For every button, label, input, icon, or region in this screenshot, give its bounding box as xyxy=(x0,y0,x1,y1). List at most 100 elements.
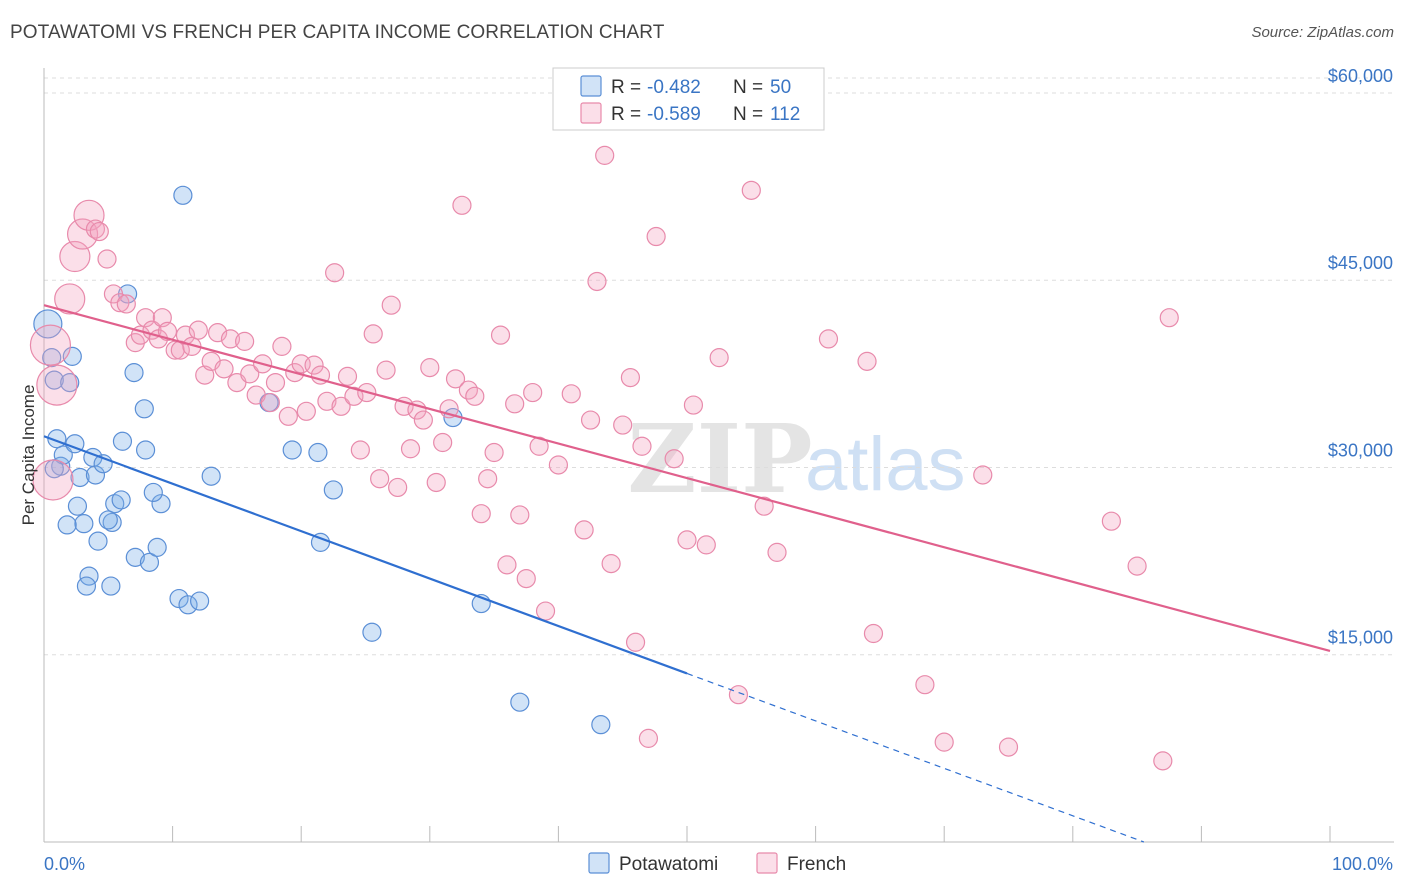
stats-legend-n-label: N = xyxy=(733,77,763,98)
chart-source: Source: ZipAtlas.com xyxy=(1251,24,1394,41)
point-french xyxy=(535,601,556,621)
point-french xyxy=(240,364,260,384)
point-french xyxy=(587,271,607,292)
point-french xyxy=(363,324,383,344)
point-french xyxy=(388,477,408,498)
point-potawatomi xyxy=(510,692,530,712)
watermark-atlas: atlas xyxy=(805,422,966,507)
point-french xyxy=(272,336,292,356)
point-french xyxy=(709,348,729,368)
point-french xyxy=(767,542,787,562)
point-french xyxy=(505,394,525,414)
point-potawatomi xyxy=(33,309,63,339)
trend-line-extension-potawatomi xyxy=(686,672,1145,843)
y-tick-label: $60,000 xyxy=(1328,66,1393,86)
point-french xyxy=(1153,751,1173,771)
stats-legend: R = -0.482 N = 50 R = -0.589 N = 112 xyxy=(552,67,825,131)
chart-title: POTAWATOMI VS FRENCH PER CAPITA INCOME C… xyxy=(10,22,665,43)
point-french xyxy=(214,359,234,379)
point-french xyxy=(548,455,569,475)
point-french xyxy=(54,283,86,315)
point-french xyxy=(478,469,498,489)
point-french xyxy=(278,406,298,426)
point-french xyxy=(863,623,884,644)
point-french xyxy=(29,324,72,366)
legend-swatch-potawatomi xyxy=(588,852,610,874)
point-french xyxy=(445,369,466,389)
point-potawatomi xyxy=(362,622,382,642)
point-french xyxy=(1159,308,1179,328)
point-potawatomi xyxy=(190,591,210,611)
point-potawatomi xyxy=(125,547,145,567)
point-french xyxy=(490,325,511,345)
point-potawatomi xyxy=(70,467,90,488)
point-french xyxy=(135,308,156,328)
point-potawatomi xyxy=(178,595,198,615)
point-potawatomi xyxy=(308,442,328,463)
point-french xyxy=(260,392,280,413)
point-french xyxy=(741,180,761,200)
point-potawatomi xyxy=(67,496,88,516)
point-french xyxy=(497,555,517,575)
stats-legend-swatch-french xyxy=(580,102,602,124)
point-potawatomi xyxy=(88,531,108,551)
point-french xyxy=(728,685,749,705)
y-axis-title: Per Capita Income xyxy=(19,385,38,526)
point-french xyxy=(915,675,935,695)
point-french xyxy=(304,355,324,375)
point-potawatomi xyxy=(53,445,73,465)
point-french xyxy=(625,632,646,652)
point-french xyxy=(998,737,1019,757)
point-french xyxy=(426,472,446,493)
point-potawatomi xyxy=(101,576,121,596)
point-french xyxy=(325,263,345,283)
point-french xyxy=(66,218,99,250)
point-potawatomi xyxy=(62,346,82,366)
point-potawatomi xyxy=(112,431,133,451)
stats-legend-n-value: 50 xyxy=(770,77,791,98)
point-french xyxy=(471,504,491,524)
point-french xyxy=(1101,511,1121,531)
point-french xyxy=(110,293,130,313)
y-tick-label: $15,000 xyxy=(1328,628,1393,648)
point-french xyxy=(646,226,666,247)
point-potawatomi xyxy=(134,399,154,419)
point-french xyxy=(36,364,78,406)
trend-line-french xyxy=(43,304,1331,653)
point-potawatomi xyxy=(76,576,97,596)
point-french xyxy=(664,449,684,469)
point-potawatomi xyxy=(173,185,193,205)
point-french xyxy=(331,396,351,416)
stats-legend-r-label: R = xyxy=(611,104,641,125)
point-french xyxy=(754,496,774,516)
point-french xyxy=(484,442,504,463)
point-french xyxy=(265,372,286,393)
point-potawatomi xyxy=(124,363,144,383)
point-potawatomi xyxy=(143,482,163,503)
point-french xyxy=(350,440,370,460)
point-french xyxy=(97,249,117,269)
point-french xyxy=(638,728,659,748)
stats-legend-swatch-potawatomi xyxy=(580,75,602,97)
point-french xyxy=(116,294,136,314)
point-french xyxy=(381,295,401,315)
legend-swatch-french xyxy=(756,852,778,874)
y-tick-labels: $15,000 $30,000 $45,000 $60,000 xyxy=(1328,66,1393,648)
point-french xyxy=(580,410,601,430)
point-french xyxy=(400,439,421,459)
point-french xyxy=(465,386,485,406)
point-french xyxy=(157,321,178,342)
stats-legend-r-label: R = xyxy=(611,77,641,98)
point-french xyxy=(595,145,615,165)
point-french xyxy=(344,386,364,406)
point-french xyxy=(818,329,839,349)
stats-legend-n-label: N = xyxy=(733,104,763,125)
point-french xyxy=(1127,556,1147,576)
trend-line-potawatomi xyxy=(43,435,688,675)
stats-legend-n-value: 112 xyxy=(770,104,800,125)
point-french xyxy=(310,365,331,385)
point-potawatomi xyxy=(323,480,343,500)
point-french xyxy=(89,221,109,242)
